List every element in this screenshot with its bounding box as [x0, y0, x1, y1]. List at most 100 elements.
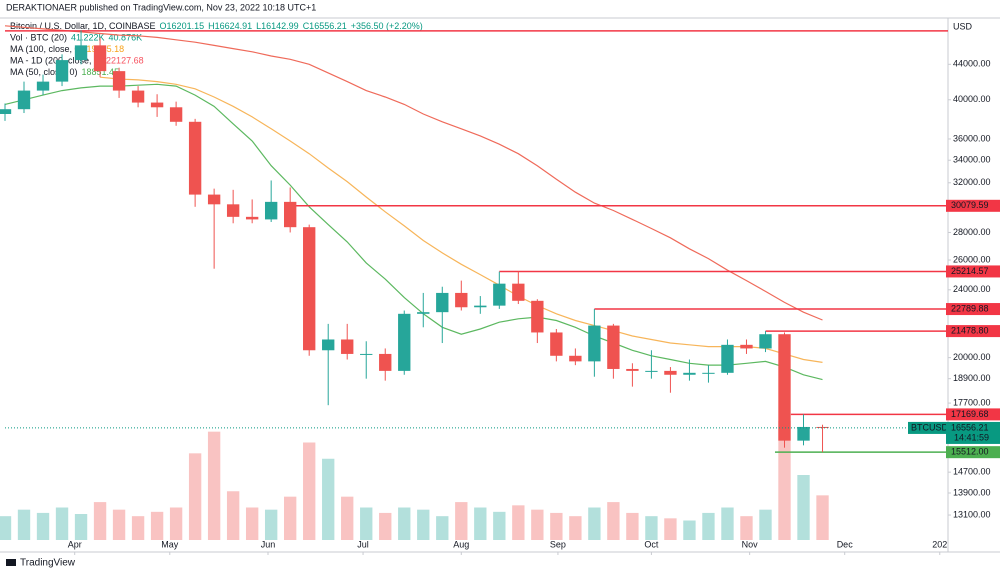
volume-bar [607, 502, 620, 540]
volume-bar [93, 502, 107, 540]
candle-body [226, 204, 240, 217]
volume-bar [169, 507, 183, 540]
candle-body [474, 305, 487, 308]
candle-body [36, 81, 50, 91]
volume-bar [436, 516, 449, 540]
candle-body [379, 353, 392, 371]
candle-body [169, 107, 183, 122]
y-tick-label: 36000.00 [953, 133, 991, 143]
candle-body [626, 368, 639, 371]
x-tick-label: Aug [453, 539, 469, 549]
legend-label: Vol · BTC (20) [10, 33, 67, 43]
footer: TradingView [20, 558, 76, 569]
volume-bar [683, 520, 696, 540]
x-tick-label: Apr [68, 539, 82, 549]
volume-bar [702, 512, 715, 540]
header: DERAKTIONAER published on TradingView.co… [6, 2, 316, 12]
candle-body [550, 332, 563, 356]
candle-body [322, 339, 335, 351]
legend-value: L16142.99 [256, 21, 299, 31]
symbol-label: BTCUSD [911, 422, 949, 432]
volume-bar [550, 512, 563, 540]
legend-label: MA (100, close, 0) [10, 44, 83, 54]
candle-body [264, 201, 278, 220]
volume-bar [569, 516, 582, 540]
candle-body [341, 339, 354, 354]
legend-value: O16201.15 [160, 21, 205, 31]
x-tick-label: Sep [550, 539, 566, 549]
candle-body [512, 283, 525, 301]
candle-body [759, 334, 772, 349]
volume-bar [74, 514, 88, 540]
volume-bar [645, 516, 658, 540]
volume-bar [816, 495, 829, 540]
candle-body [74, 45, 88, 61]
level-label: 15512.00 [951, 447, 989, 457]
candle-body [740, 344, 753, 349]
candle-body [207, 194, 221, 205]
candle-body [245, 216, 259, 220]
candle-body [493, 283, 506, 306]
y-tick-label: 13900.00 [953, 487, 991, 497]
level-label-box [946, 325, 1000, 338]
level-label: 30079.59 [951, 200, 989, 210]
y-tick-label: 40000.00 [953, 94, 991, 104]
volume-bar [360, 507, 373, 540]
legend-value: 22127.68 [106, 56, 144, 66]
volume-bar [303, 442, 316, 540]
volume-bar [588, 507, 601, 540]
candle-body [284, 201, 297, 228]
legend-value: +356.50 (+2.20%) [351, 21, 423, 31]
y-tick-label: 18900.00 [953, 373, 991, 383]
y-tick-label: 13100.00 [953, 509, 991, 519]
legend-value: 41.222K [71, 33, 105, 43]
volume-bar [759, 509, 772, 540]
volume-bar [226, 491, 240, 540]
volume-bar [0, 516, 12, 540]
volume-bar [531, 509, 544, 540]
candle-body [436, 292, 449, 313]
volume-bar [55, 507, 69, 540]
volume-bar [112, 509, 126, 540]
level-label-box [946, 265, 1000, 278]
candle-body [17, 90, 31, 110]
volume-bar [455, 502, 468, 540]
level-label-box [946, 199, 1000, 212]
candle-body [398, 313, 411, 371]
x-tick-label: Dec [837, 539, 854, 549]
volume-bar [417, 509, 430, 540]
last-price-label: 16556.21 [951, 422, 989, 432]
volume-bar [493, 511, 506, 540]
x-tick-label: Jun [261, 539, 276, 549]
legend-label: Bitcoin / U.S. Dollar, 1D, COINBASE [10, 21, 156, 31]
volume-bar [322, 458, 335, 540]
legend-label: MA (50, close, 0) [10, 67, 78, 77]
volume-bar [131, 516, 145, 540]
y-tick-label: 26000.00 [953, 254, 991, 264]
y-tick-label: 44000.00 [953, 59, 991, 69]
candle-body [188, 121, 202, 195]
legend-value: C16556.21 [303, 21, 347, 31]
level-label-box [946, 408, 1000, 421]
ma-line [4, 25, 823, 321]
x-tick-label: Jul [357, 539, 369, 549]
x-tick-label: May [161, 539, 179, 549]
candle-body [112, 71, 126, 91]
symbol-box [908, 421, 946, 434]
x-tick-label: Nov [742, 539, 759, 549]
legend-value: 40.876K [109, 33, 143, 43]
candle-body [93, 45, 107, 72]
candle-body [531, 300, 544, 333]
volume-bar [341, 496, 354, 540]
candle-body [303, 227, 316, 351]
volume-bar [17, 509, 31, 540]
level-label: 17169.68 [951, 409, 989, 419]
candle-body [683, 372, 696, 375]
candle-body [0, 109, 12, 114]
volume-bar [512, 505, 525, 540]
candle-body [816, 426, 829, 428]
candle-body [588, 325, 601, 362]
candle-body [131, 90, 145, 103]
